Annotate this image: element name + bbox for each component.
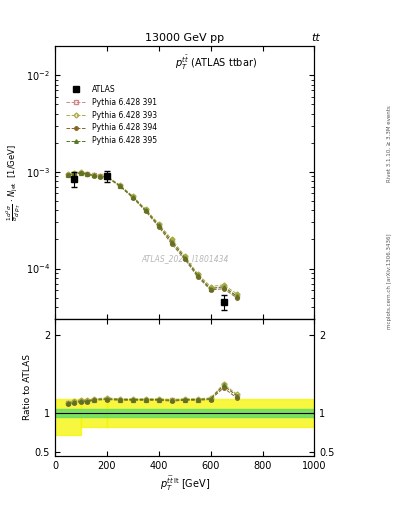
- Y-axis label: Ratio to ATLAS: Ratio to ATLAS: [23, 354, 32, 420]
- Text: mcplots.cern.ch [arXiv:1306.3436]: mcplots.cern.ch [arXiv:1306.3436]: [387, 234, 392, 329]
- Y-axis label: $\frac{1}{\sigma}\frac{d^2\sigma}{d\,p_T}\,\cdot N_{\rm jet}$  [1/GeV]: $\frac{1}{\sigma}\frac{d^2\sigma}{d\,p_T…: [5, 144, 23, 221]
- Text: $p_T^{t\bar{t}}$ (ATLAS ttbar): $p_T^{t\bar{t}}$ (ATLAS ttbar): [175, 54, 257, 73]
- Text: ATLAS_2020_I1801434: ATLAS_2020_I1801434: [141, 254, 228, 264]
- Text: 13000 GeV pp: 13000 GeV pp: [145, 33, 224, 44]
- Text: Rivet 3.1.10, ≥ 3.3M events: Rivet 3.1.10, ≥ 3.3M events: [387, 105, 392, 182]
- Legend: ATLAS, Pythia 6.428 391, Pythia 6.428 393, Pythia 6.428 394, Pythia 6.428 395: ATLAS, Pythia 6.428 391, Pythia 6.428 39…: [64, 82, 159, 147]
- Text: tt: tt: [312, 33, 320, 44]
- X-axis label: $p^{\bar{t}\bar{t}\,{\rm lt}}_T$ [GeV]: $p^{\bar{t}\bar{t}\,{\rm lt}}_T$ [GeV]: [160, 475, 210, 493]
